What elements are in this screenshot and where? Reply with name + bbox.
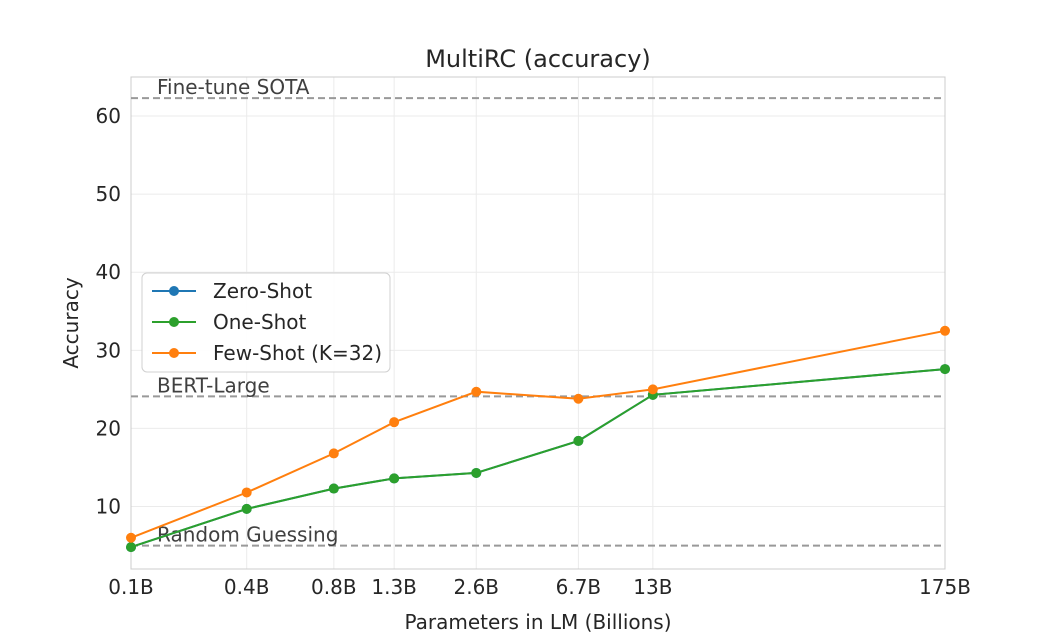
data-point	[328, 448, 339, 459]
legend-marker	[169, 348, 179, 358]
x-tick-label: 1.3B	[371, 575, 417, 599]
reference-label: Fine-tune SOTA	[157, 75, 310, 99]
data-point	[328, 483, 339, 494]
data-point	[471, 386, 482, 397]
legend-label: Few-Shot (K=32)	[213, 341, 382, 365]
legend-label: Zero-Shot	[213, 279, 312, 303]
x-tick-label: 0.8B	[311, 575, 357, 599]
reference-lines: Fine-tune SOTA BERT-Large Random Guessing	[131, 75, 945, 547]
y-tick-label: 60	[96, 104, 121, 128]
y-tick-label: 10	[96, 495, 121, 519]
x-tick-label: 0.1B	[108, 575, 154, 599]
series-line	[130, 329, 946, 539]
y-tick-label: 40	[96, 260, 121, 284]
data-point	[647, 384, 658, 395]
x-tick-label: 175B	[919, 575, 971, 599]
data-point	[126, 542, 136, 553]
legend-label: One-Shot	[213, 310, 307, 334]
x-axis-label: Parameters in LM (Billions)	[404, 610, 671, 634]
legend: Zero-Shot One-Shot Few-Shot (K=32)	[141, 272, 391, 373]
legend-entry: One-Shot	[152, 310, 307, 334]
data-point	[940, 325, 950, 336]
chart-title: MultiRC (accuracy)	[425, 45, 651, 73]
data-point	[126, 532, 136, 543]
plot-frame	[130, 76, 946, 570]
data-point	[389, 473, 400, 484]
tick-labels: 0.1B 0.4B 0.8B 1.3B 2.6B 6.7B 13B 175B 10 20 30 40 5…	[96, 104, 971, 599]
y-tick-label: 20	[96, 416, 121, 440]
y-tick-label: 50	[96, 182, 121, 206]
y-axis-label: Accuracy	[59, 277, 83, 368]
legend-box	[141, 272, 391, 373]
series-layer	[126, 325, 950, 553]
data-point	[241, 487, 252, 498]
series-one-shot	[126, 364, 950, 553]
series-line	[130, 368, 946, 549]
reference-label: BERT-Large	[157, 373, 270, 397]
data-point	[471, 467, 482, 478]
data-point	[573, 435, 584, 446]
x-tick-label: 6.7B	[556, 575, 602, 599]
legend-entry: Few-Shot (K=32)	[152, 341, 382, 365]
data-point	[389, 417, 400, 428]
legend-entry: Zero-Shot	[152, 279, 312, 303]
series-few-shot-k-32	[126, 325, 950, 543]
data-point	[241, 503, 252, 514]
x-tick-label: 13B	[633, 575, 672, 599]
x-tick-label: 0.4B	[224, 575, 270, 599]
legend-marker	[169, 286, 179, 296]
data-point	[573, 393, 584, 404]
y-tick-label: 30	[96, 338, 121, 362]
x-tick-label: 2.6B	[453, 575, 499, 599]
legend-marker	[169, 317, 179, 327]
data-point	[940, 364, 950, 375]
reference-label: Random Guessing	[157, 523, 338, 547]
